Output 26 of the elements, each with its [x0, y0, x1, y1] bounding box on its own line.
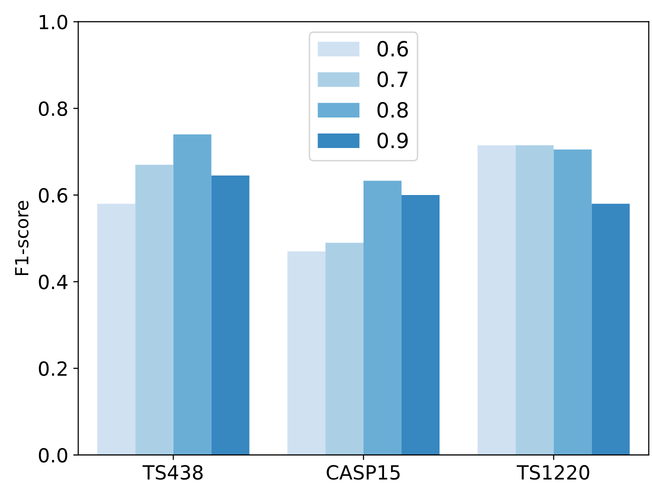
legend-label: 0.6 — [377, 40, 408, 57]
legend-label: 0.8 — [377, 102, 408, 118]
bar — [592, 204, 630, 455]
y-axis-title: F1-score — [15, 200, 29, 276]
bar — [325, 242, 364, 455]
x-tick-label: TS1220 — [516, 465, 590, 480]
legend-label: 0.9 — [377, 132, 408, 148]
bar — [287, 251, 326, 455]
y-tick-label: 0.0 — [38, 448, 68, 463]
bar — [97, 204, 136, 455]
x-tick-label: TS438 — [142, 465, 203, 480]
y-tick-label: 0.2 — [38, 361, 67, 376]
bar — [516, 145, 554, 455]
bar — [135, 164, 174, 455]
y-tick-label: 1.0 — [40, 14, 68, 30]
bar — [173, 134, 212, 455]
bar — [402, 195, 440, 455]
bar — [554, 150, 592, 455]
bar — [211, 176, 250, 455]
bar — [363, 180, 402, 455]
y-tick-label: 0.8 — [38, 101, 68, 116]
y-tick-label: 0.4 — [38, 274, 68, 290]
y-tick-label: 0.6 — [38, 188, 68, 203]
legend-label: 0.7 — [377, 71, 408, 88]
x-tick-label: CASP15 — [326, 465, 400, 480]
bar — [478, 145, 516, 455]
